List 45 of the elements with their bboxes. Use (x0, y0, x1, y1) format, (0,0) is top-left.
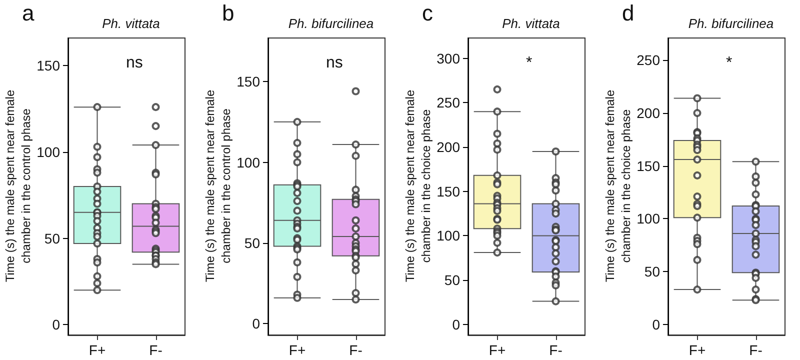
y-tick-label: 250 (636, 52, 660, 68)
y-tick-label: 100 (636, 210, 660, 227)
text: b (222, 0, 234, 26)
y-axis-title: Time (s) the male spent near female chamber in the control phase (203, 90, 233, 282)
text: d (622, 0, 634, 26)
y-tick-label: 0 (252, 316, 260, 332)
chart-title: Ph. bifurcilinea (688, 16, 774, 31)
y-tick-label: 150 (236, 74, 260, 90)
x-tick-label: F- (149, 342, 163, 358)
y-tick-label: 100 (436, 228, 460, 244)
y-axis-title: Time (s) the male spent near female chamber in the choice phase (403, 90, 433, 282)
x-tick-label: F+ (488, 342, 506, 358)
y-tick-label: 100 (236, 154, 260, 170)
text: a (22, 0, 35, 26)
x-tick-label: F- (349, 342, 363, 358)
text: c (422, 0, 433, 26)
y-tick-label: 250 (436, 94, 460, 111)
chart-title: Ph. bifurcilinea (288, 16, 374, 31)
y-tick-label: 50 (644, 264, 660, 280)
y-tick-label: 150 (436, 183, 460, 200)
y-tick-label: 200 (436, 139, 460, 156)
y-axis-title: Time (s) the male spent near female chamber in the choice phase (603, 90, 633, 282)
x-tick-label: F- (549, 342, 563, 358)
y-axis-title: Time (s) the male spent near female chamber in the control phase (3, 90, 33, 282)
y-tick-label: 200 (636, 105, 660, 122)
chart-title: Ph. vittata (502, 16, 560, 31)
y-tick-label: 100 (36, 144, 60, 160)
annotation: ns (126, 54, 143, 72)
x-tick-label: F+ (688, 342, 706, 358)
y-tick-label: 0 (452, 316, 460, 332)
y-tick-label: 0 (652, 316, 660, 332)
x-tick-label: F+ (288, 342, 306, 358)
y-tick-label: 50 (244, 234, 260, 251)
x-tick-label: F+ (88, 342, 106, 358)
x-tick-label: F- (749, 342, 763, 358)
y-tick-label: 0 (52, 316, 60, 333)
y-tick-label: 150 (636, 158, 660, 174)
y-tick-label: 50 (444, 272, 460, 288)
y-tick-label: 150 (36, 58, 60, 74)
chart-title: Ph. vittata (102, 16, 160, 31)
annotation: * (726, 54, 732, 72)
y-tick-label: 50 (44, 230, 60, 246)
y-tick-label: 300 (436, 50, 460, 66)
annotation: ns (326, 54, 343, 72)
annotation: * (526, 54, 532, 72)
